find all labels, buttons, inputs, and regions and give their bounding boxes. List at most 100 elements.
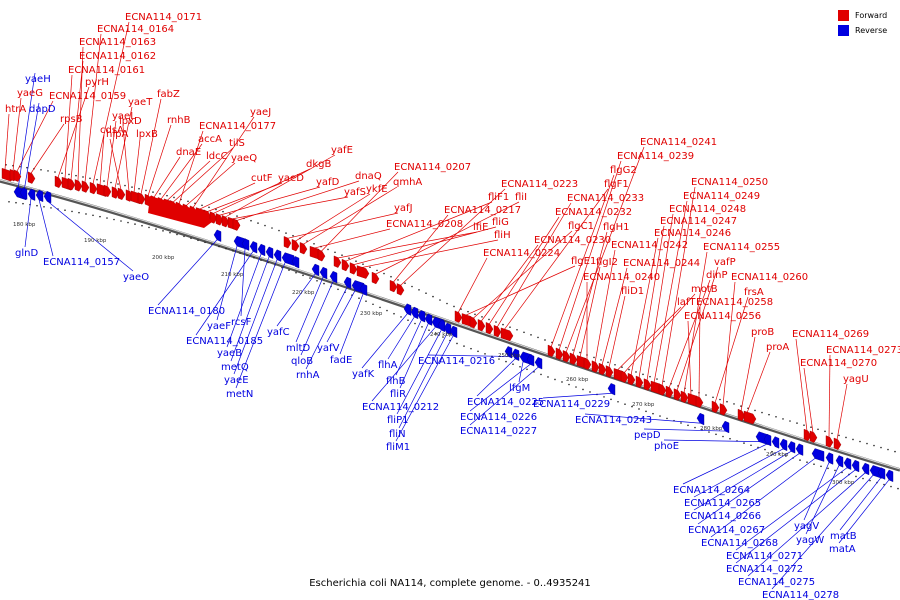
reverse-gene-arrow xyxy=(825,452,834,465)
forward-leader-line xyxy=(594,249,616,363)
forward-leader-line xyxy=(572,231,608,356)
minor-tick xyxy=(372,303,374,306)
forward-gene-arrow xyxy=(454,310,463,323)
reverse-gene-label: fliP1 xyxy=(387,415,408,426)
minor-tick xyxy=(635,371,637,373)
reverse-leader-line xyxy=(682,443,768,485)
reverse-gene-arrow xyxy=(27,188,36,201)
forward-gene-label: flgC1 xyxy=(568,221,594,232)
forward-gene-arrow xyxy=(111,186,120,199)
reverse-leader-line xyxy=(46,200,134,272)
minor-tick xyxy=(495,321,497,323)
genome-backbone xyxy=(0,179,900,472)
minor-tick xyxy=(743,442,745,444)
minor-tick xyxy=(246,254,248,257)
minor-tick xyxy=(348,257,350,259)
minor-tick xyxy=(579,351,581,354)
reverse-gene-arrow xyxy=(410,306,419,320)
forward-leader-line xyxy=(352,226,497,266)
forward-swatch xyxy=(838,10,849,21)
minor-tick xyxy=(285,232,287,234)
minor-tick xyxy=(103,180,105,182)
minor-tick xyxy=(260,259,262,261)
reverse-leader-line xyxy=(803,462,830,521)
minor-tick xyxy=(463,345,465,347)
minor-tick xyxy=(649,375,651,378)
minor-tick xyxy=(264,224,266,227)
reverse-gene-label: mltD xyxy=(286,343,310,354)
forward-gene-label: ECNA114_0248 xyxy=(669,204,746,215)
minor-tick xyxy=(691,389,693,392)
minor-tick xyxy=(519,365,521,368)
reverse-swatch xyxy=(838,25,849,36)
forward-gene-arrow xyxy=(341,258,350,272)
forward-leader-line xyxy=(192,116,255,208)
forward-gene-arrow xyxy=(89,181,98,195)
forward-gene-label: ECNA114_0246 xyxy=(654,228,731,239)
reverse-gene-label: matA xyxy=(829,544,856,555)
minor-tick xyxy=(680,422,682,424)
reverse-gene-arrow xyxy=(811,448,825,462)
reverse-leader-line xyxy=(38,199,54,257)
minor-tick xyxy=(162,230,164,232)
reverse-gene-label: glnD xyxy=(15,248,38,259)
minor-tick xyxy=(250,219,252,222)
minor-tick xyxy=(120,220,122,222)
reverse-gene-label: yaeB xyxy=(217,348,242,359)
minor-tick xyxy=(78,211,80,214)
minor-tick xyxy=(355,260,357,262)
minor-tick xyxy=(498,358,500,360)
minor-tick xyxy=(155,228,157,230)
forward-gene-label: accA xyxy=(198,134,222,145)
minor-tick xyxy=(439,299,441,301)
forward-leader-line xyxy=(235,180,360,222)
forward-gene-label: yaeJ xyxy=(250,107,271,118)
minor-tick xyxy=(813,463,815,466)
reverse-gene-arrow xyxy=(779,438,788,452)
reverse-gene-arrow xyxy=(843,457,852,470)
minor-tick xyxy=(575,386,577,388)
minor-tick xyxy=(883,483,885,486)
minor-tick xyxy=(127,221,129,224)
minor-tick xyxy=(225,247,227,250)
minor-tick xyxy=(453,305,455,308)
minor-tick xyxy=(831,432,833,435)
forward-leader-line xyxy=(294,193,371,242)
forward-gene-label: ECNA114_0260 xyxy=(731,272,808,283)
minor-tick xyxy=(694,426,696,429)
minor-tick xyxy=(894,450,896,453)
reverse-gene-arrow xyxy=(443,322,452,336)
forward-leader-line xyxy=(230,196,349,220)
forward-gene-label: flgH1 xyxy=(603,222,630,233)
forward-gene-arrow xyxy=(627,372,636,386)
minor-tick xyxy=(526,368,528,371)
minor-tick xyxy=(617,400,619,403)
reverse-gene-arrow xyxy=(43,190,52,204)
minor-tick xyxy=(337,288,339,291)
axis-tick-label: 230 kbp xyxy=(360,311,383,317)
minor-tick xyxy=(582,388,584,391)
forward-gene-label: rpsB xyxy=(60,114,83,125)
reverse-gene-arrows xyxy=(13,186,894,483)
minor-tick xyxy=(729,437,731,440)
minor-tick xyxy=(176,233,178,236)
reverse-gene-label: yaeF xyxy=(207,321,231,332)
forward-gene-arrow xyxy=(598,362,607,376)
forward-gene-label: dnaQ xyxy=(355,171,382,182)
forward-leader-line xyxy=(16,100,54,172)
forward-gene-arrow xyxy=(680,390,689,403)
minor-tick xyxy=(295,271,297,274)
axis-tick-label: 280 kbp xyxy=(700,426,723,432)
minor-tick xyxy=(516,328,518,331)
forward-gene-label: proB xyxy=(751,327,774,338)
reverse-leader-line xyxy=(295,277,324,343)
reverse-gene-label: phoE xyxy=(654,441,679,452)
forward-leader-line xyxy=(472,230,573,319)
forward-gene-label: htrA xyxy=(5,104,26,115)
minor-tick xyxy=(887,448,889,451)
minor-tick xyxy=(547,376,549,378)
minor-tick xyxy=(61,172,63,174)
forward-gene-arrow xyxy=(583,357,592,370)
minor-tick xyxy=(215,208,217,211)
